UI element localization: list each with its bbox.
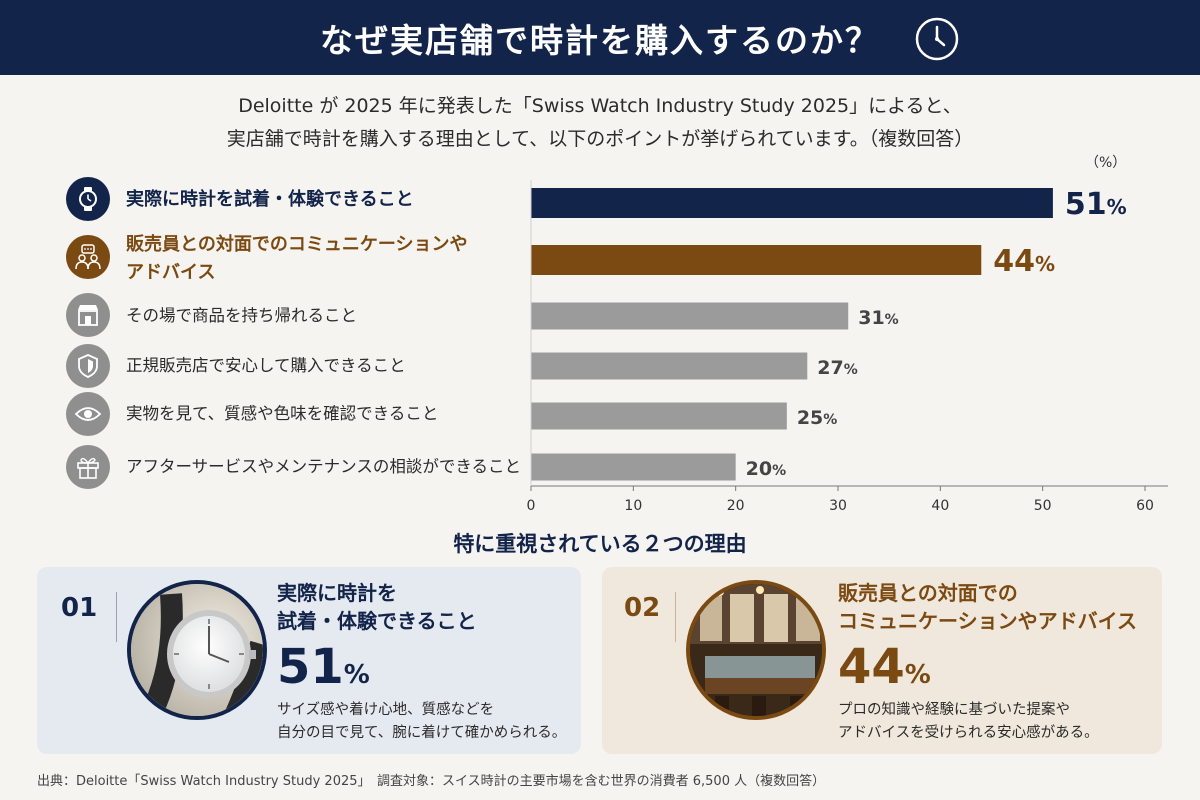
section-title: 特に重視されている２つの理由 — [453, 532, 747, 556]
card-pct-value: 51 — [277, 639, 344, 695]
row-label-1: 実際に時計を試着・体験できること — [126, 187, 414, 213]
x-tick-label-20: 20 — [727, 498, 745, 514]
x-tick-label-60: 60 — [1136, 498, 1154, 514]
card-title: 販売員との対面での コミュニケーションやアドバイス — [838, 579, 1137, 635]
card-pct-value: 44 — [838, 639, 905, 695]
bar-value-label-1: 51% — [1065, 187, 1127, 222]
store-interior-photo — [686, 580, 826, 720]
watch-icon — [66, 177, 110, 221]
page-title: なぜ実店舗で時計を購入するのか？ — [320, 20, 880, 60]
bar-2 — [531, 245, 982, 275]
card-title-line-1: 販売員との対面での — [838, 581, 1018, 605]
bar-6 — [531, 453, 736, 481]
watch-photo — [127, 580, 267, 720]
bar-1 — [531, 188, 1053, 218]
card-description: サイズ感や着け心地、質感などを 自分の目で見て、腕に着けて確かめられる。 — [277, 699, 566, 745]
row-label-3: その場で商品を持ち帰れること — [126, 303, 357, 329]
card-number: 02 — [624, 593, 661, 623]
row-label-6: アフターサービスやメンテナンスの相談ができること — [126, 454, 521, 480]
bar-4 — [531, 352, 808, 380]
clock-icon — [915, 17, 959, 61]
row-label-5: 実物を見て、質感や色味を確認できること — [126, 401, 438, 427]
eye-icon — [66, 392, 110, 436]
bar-value-label-4: 27% — [817, 357, 857, 379]
people-chat-icon — [66, 235, 110, 279]
intro-line-1: Deloitte が 2025 年に発表した「Swiss Watch Indus… — [238, 95, 962, 117]
bar-3 — [531, 302, 849, 330]
x-tick-label-40: 40 — [931, 498, 949, 514]
card-percentage: 44% — [838, 639, 931, 695]
reason-card-1: 01 実際に時計を — [37, 567, 581, 754]
gift-icon — [66, 445, 110, 489]
shield-icon — [66, 344, 110, 388]
row-label-5-line-1: 実物を見て、質感や色味を確認できること — [126, 404, 439, 423]
card-desc-line-1: サイズ感や着け心地、質感などを — [277, 702, 495, 718]
row-label-2: 販売員との対面でのコミュニケーションや アドバイス — [126, 231, 467, 287]
intro-line-2: 実店舗で時計を購入する理由として、以下のポイントが挙げられています。（複数回答） — [226, 128, 974, 150]
card-divider — [675, 592, 676, 642]
source-footnote: 出典：Deloitte「Swiss Watch Industry Study 2… — [37, 774, 826, 789]
row-label-2-line-1: 販売員との対面でのコミュニケーションや — [126, 234, 468, 255]
row-label-4: 正規販売店で安心して購入できること — [126, 353, 406, 379]
x-tick-label-10: 10 — [624, 498, 642, 514]
x-tick-label-30: 30 — [829, 498, 847, 514]
card-title: 実際に時計を 試着・体験できること — [277, 579, 477, 635]
card-title-line-1: 実際に時計を — [277, 581, 397, 605]
bar-value-label-5: 25% — [797, 407, 837, 429]
card-desc-line-2: 自分の目で見て、腕に着けて確かめられる。 — [277, 725, 567, 741]
bar-value-label-6: 20% — [746, 458, 786, 480]
bar-value-label-3: 31% — [858, 307, 898, 329]
row-label-2-line-2: アドバイス — [126, 262, 216, 283]
card-description: プロの知識や経験に基づいた提案や アドバイスを受けられる安心感がある。 — [838, 699, 1099, 745]
x-tick-label-50: 50 — [1034, 498, 1052, 514]
card-title-line-2: 試着・体験できること — [277, 609, 477, 633]
row-label-6-line-1: アフターサービスやメンテナンスの相談ができること — [126, 457, 522, 476]
card-title-line-2: コミュニケーションやアドバイス — [838, 609, 1137, 633]
intro-text: Deloitte が 2025 年に発表した「Swiss Watch Indus… — [0, 90, 1200, 156]
store-icon — [66, 293, 110, 337]
header-bar: なぜ実店舗で時計を購入するのか？ — [0, 0, 1200, 75]
unit-label: （%） — [1085, 155, 1127, 171]
reason-card-2: 02 販売員との対面での コミュニケーションやアドバイス 44% プロの知識や経… — [602, 567, 1162, 754]
card-desc-line-1: プロの知識や経験に基づいた提案や — [838, 702, 1070, 718]
card-percentage: 51% — [277, 639, 370, 695]
card-pct-suffix: % — [904, 660, 931, 690]
bar-5 — [531, 402, 787, 430]
x-tick-label-0: 0 — [527, 498, 536, 514]
card-number: 01 — [61, 593, 98, 623]
card-pct-suffix: % — [343, 660, 370, 690]
card-divider — [116, 592, 117, 642]
bar-value-label-2: 44% — [993, 244, 1055, 279]
card-desc-line-2: アドバイスを受けられる安心感がある。 — [838, 725, 1099, 741]
row-label-1-line-1: 実際に時計を試着・体験できること — [126, 189, 414, 210]
row-label-3-line-1: その場で商品を持ち帰れること — [126, 306, 357, 325]
row-label-4-line-1: 正規販売店で安心して購入できること — [126, 356, 406, 375]
